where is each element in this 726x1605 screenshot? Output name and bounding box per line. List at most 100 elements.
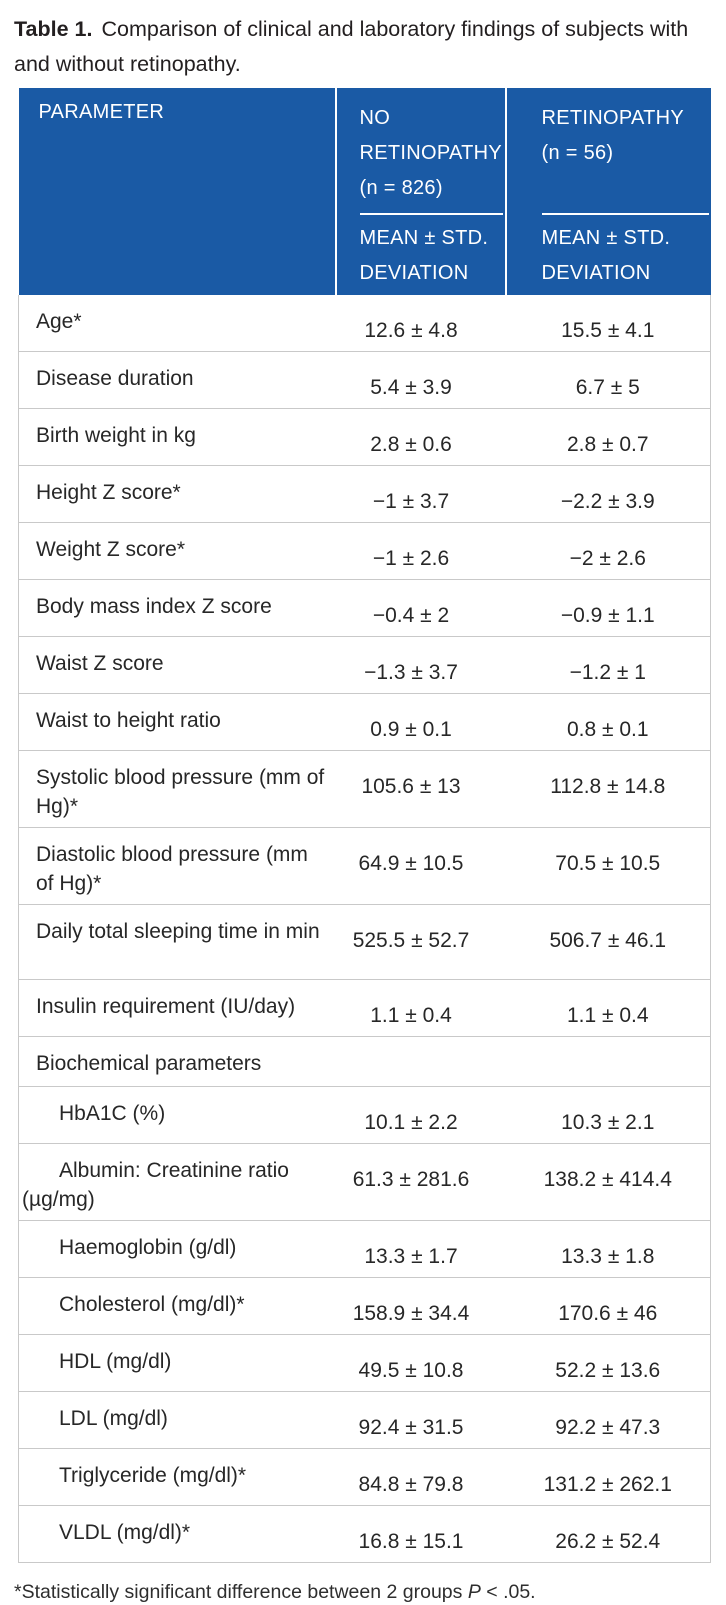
parameter-cell: Albumin: Creatinine ratio (µg/mg): [18, 1143, 336, 1221]
parameter-cell: Haemoglobin (g/dl): [18, 1220, 336, 1278]
table-caption: Table 1. Comparison of clinical and labor…: [14, 12, 694, 82]
value-cell-retinopathy: 112.8 ± 14.8: [505, 750, 711, 828]
parameter-cell: Insulin requirement (IU/day): [18, 979, 336, 1037]
value-cell-no-retinopathy: [335, 1036, 506, 1087]
parameter-cell: VLDL (mg/dl)*: [18, 1505, 336, 1563]
header-rule: [359, 213, 503, 215]
value-cell-retinopathy: [505, 1036, 711, 1087]
value-cell-retinopathy: −1.2 ± 1: [505, 636, 711, 694]
table-row: Albumin: Creatinine ratio (µg/mg) 61.3 ±…: [18, 1143, 711, 1221]
table-row: Triglyceride (mg/dl)* 84.8 ± 79.8 131.2 …: [18, 1448, 711, 1506]
value-cell-retinopathy: 70.5 ± 10.5: [505, 827, 711, 905]
value-cell-retinopathy: 131.2 ± 262.1: [505, 1448, 711, 1506]
value-cell-no-retinopathy: −1.3 ± 3.7: [335, 636, 506, 694]
value-cell-no-retinopathy: 49.5 ± 10.8: [335, 1334, 506, 1392]
table-row: HDL (mg/dl) 49.5 ± 10.8 52.2 ± 13.6: [18, 1334, 711, 1392]
parameter-cell: HDL (mg/dl): [18, 1334, 336, 1392]
parameter-cell: Diastolic blood pressure (mm of Hg)*: [18, 827, 336, 905]
value-cell-retinopathy: −0.9 ± 1.1: [505, 579, 711, 637]
header-row: PARAMETER NO RETINOPATHY (n = 826) MEAN …: [18, 88, 711, 295]
value-cell-no-retinopathy: 2.8 ± 0.6: [335, 408, 506, 466]
value-cell-retinopathy: 6.7 ± 5: [505, 351, 711, 409]
table-row: Haemoglobin (g/dl) 13.3 ± 1.7 13.3 ± 1.8: [18, 1220, 711, 1278]
value-cell-no-retinopathy: 0.9 ± 0.1: [335, 693, 506, 751]
value-cell-no-retinopathy: 105.6 ± 13: [335, 750, 506, 828]
value-cell-retinopathy: 2.8 ± 0.7: [505, 408, 711, 466]
header-rule: [541, 213, 709, 215]
value-cell-no-retinopathy: 16.8 ± 15.1: [335, 1505, 506, 1563]
parameter-cell: Systolic blood pressure (mm of Hg)*: [18, 750, 336, 828]
parameter-cell: LDL (mg/dl): [18, 1391, 336, 1449]
parameter-cell: HbA1C (%): [18, 1086, 336, 1144]
parameter-cell: Daily total sleeping time in min: [18, 904, 336, 980]
parameter-cell: Disease duration: [18, 351, 336, 409]
column-header-retinopathy: RETINOPATHY (n = 56) MEAN ± STD. DEVIATI…: [504, 88, 711, 295]
footnote-threshold: < .05.: [480, 1581, 536, 1603]
table-row: HbA1C (%) 10.1 ± 2.2 10.3 ± 2.1: [18, 1086, 711, 1144]
value-cell-retinopathy: 52.2 ± 13.6: [505, 1334, 711, 1392]
table-footnote: *Statistically significant difference be…: [14, 1579, 710, 1605]
table-row: Age* 12.6 ± 4.8 15.5 ± 4.1: [18, 295, 711, 352]
section-label-cell: Biochemical parameters: [18, 1036, 336, 1087]
value-cell-retinopathy: 0.8 ± 0.1: [505, 693, 711, 751]
value-cell-retinopathy: 13.3 ± 1.8: [505, 1220, 711, 1278]
table-row: Weight Z score* −1 ± 2.6 −2 ± 2.6: [18, 522, 711, 580]
table-row: Systolic blood pressure (mm of Hg)* 105.…: [18, 750, 711, 828]
value-cell-no-retinopathy: 64.9 ± 10.5: [335, 827, 506, 905]
value-cell-retinopathy: 138.2 ± 414.4: [505, 1143, 711, 1221]
parameter-cell: Waist Z score: [18, 636, 336, 694]
parameter-cell: Triglyceride (mg/dl)*: [18, 1448, 336, 1506]
column-header-no-retinopathy: NO RETINOPATHY (n = 826) MEAN ± STD. DEV…: [334, 88, 506, 295]
footnote-text: *Statistically significant difference be…: [14, 1581, 468, 1603]
table-row: Disease duration 5.4 ± 3.9 6.7 ± 5: [18, 351, 711, 409]
parameter-cell: Body mass index Z score: [18, 579, 336, 637]
column-header-parameter: PARAMETER: [18, 88, 336, 295]
value-cell-no-retinopathy: 158.9 ± 34.4: [335, 1277, 506, 1335]
value-cell-retinopathy: 92.2 ± 47.3: [505, 1391, 711, 1449]
value-cell-retinopathy: 506.7 ± 46.1: [505, 904, 711, 980]
value-cell-no-retinopathy: −1 ± 2.6: [335, 522, 506, 580]
value-cell-retinopathy: 26.2 ± 52.4: [505, 1505, 711, 1563]
value-cell-no-retinopathy: 84.8 ± 79.8: [335, 1448, 506, 1506]
table-caption-text: Comparison of clinical and laboratory fi…: [14, 17, 689, 76]
table-row: LDL (mg/dl) 92.4 ± 31.5 92.2 ± 47.3: [18, 1391, 711, 1449]
value-cell-no-retinopathy: −1 ± 3.7: [335, 465, 506, 523]
value-cell-no-retinopathy: 5.4 ± 3.9: [335, 351, 506, 409]
value-cell-no-retinopathy: 13.3 ± 1.7: [335, 1220, 506, 1278]
table-row: Birth weight in kg 2.8 ± 0.6 2.8 ± 0.7: [18, 408, 711, 466]
value-cell-no-retinopathy: 12.6 ± 4.8: [335, 295, 506, 352]
value-cell-no-retinopathy: 10.1 ± 2.2: [335, 1086, 506, 1144]
section-row: Biochemical parameters: [18, 1036, 711, 1087]
table-row: VLDL (mg/dl)* 16.8 ± 15.1 26.2 ± 52.4: [18, 1505, 711, 1563]
value-cell-retinopathy: 10.3 ± 2.1: [505, 1086, 711, 1144]
table-row: Diastolic blood pressure (mm of Hg)* 64.…: [18, 827, 711, 905]
table-row: Waist to height ratio 0.9 ± 0.1 0.8 ± 0.…: [18, 693, 711, 751]
group-title-no-retinopathy: NO RETINOPATHY (n = 826): [359, 107, 503, 199]
group-subtitle-no-retinopathy: MEAN ± STD. DEVIATION: [359, 227, 489, 284]
parameter-cell: Age*: [18, 295, 336, 352]
findings-table: PARAMETER NO RETINOPATHY (n = 826) MEAN …: [18, 88, 711, 1563]
parameter-cell: Waist to height ratio: [18, 693, 336, 751]
table-number-label: Table 1.: [14, 17, 93, 41]
value-cell-no-retinopathy: 525.5 ± 52.7: [335, 904, 506, 980]
group-subtitle-retinopathy: MEAN ± STD. DEVIATION: [541, 227, 671, 284]
table-row: Body mass index Z score −0.4 ± 2 −0.9 ± …: [18, 579, 711, 637]
table-row: Daily total sleeping time in min 525.5 ±…: [18, 904, 711, 980]
table-row: Height Z score* −1 ± 3.7 −2.2 ± 3.9: [18, 465, 711, 523]
table-row: Waist Z score −1.3 ± 3.7 −1.2 ± 1: [18, 636, 711, 694]
value-cell-no-retinopathy: 1.1 ± 0.4: [335, 979, 506, 1037]
value-cell-no-retinopathy: 61.3 ± 281.6: [335, 1143, 506, 1221]
table-row: Cholesterol (mg/dl)* 158.9 ± 34.4 170.6 …: [18, 1277, 711, 1335]
parameter-cell: Height Z score*: [18, 465, 336, 523]
footnote-p-symbol: P: [467, 1581, 481, 1603]
value-cell-retinopathy: 15.5 ± 4.1: [505, 295, 711, 352]
value-cell-no-retinopathy: −0.4 ± 2: [335, 579, 506, 637]
value-cell-no-retinopathy: 92.4 ± 31.5: [335, 1391, 506, 1449]
value-cell-retinopathy: −2 ± 2.6: [505, 522, 711, 580]
group-title-retinopathy: RETINOPATHY (n = 56): [541, 107, 685, 164]
parameter-cell: Birth weight in kg: [18, 408, 336, 466]
value-cell-retinopathy: −2.2 ± 3.9: [505, 465, 711, 523]
value-cell-retinopathy: 170.6 ± 46: [505, 1277, 711, 1335]
value-cell-retinopathy: 1.1 ± 0.4: [505, 979, 711, 1037]
